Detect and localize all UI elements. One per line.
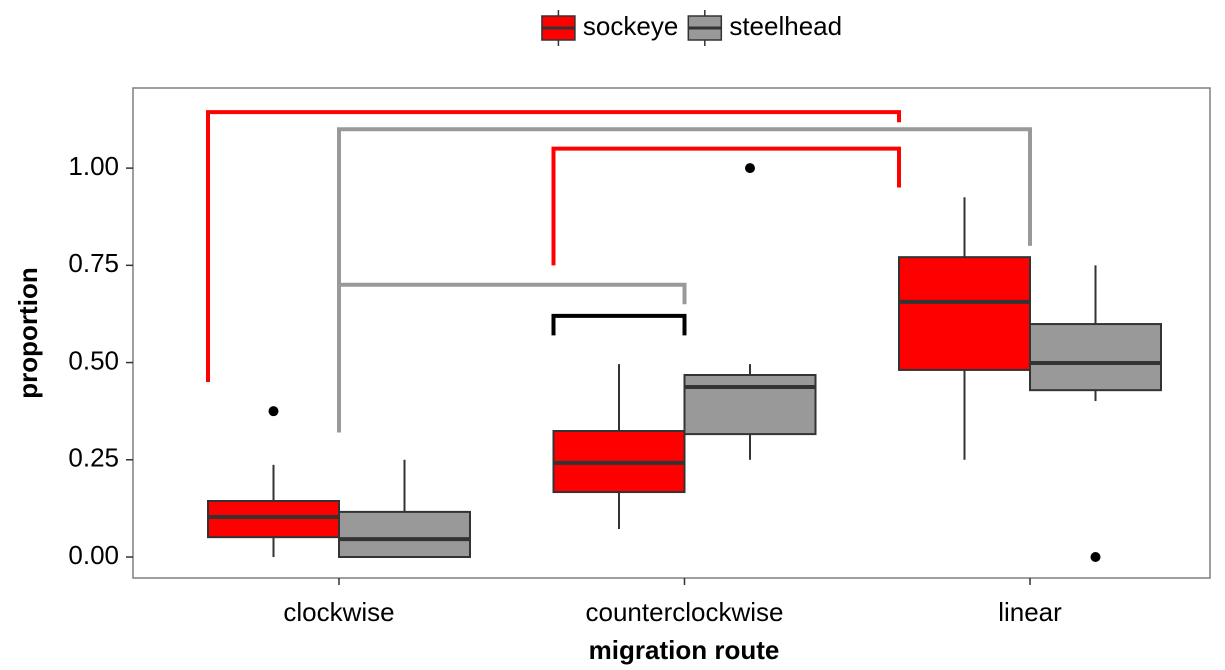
box (1029, 323, 1162, 392)
box (898, 256, 1031, 371)
y-tick-label: 0.25 (68, 443, 119, 473)
y-tick-label: 0.00 (68, 540, 119, 570)
outlier (268, 406, 279, 417)
y-axis-label: proportion (13, 267, 43, 398)
x-axis-label: migration route (589, 635, 780, 665)
x-tick-label: linear (998, 597, 1062, 627)
x-tick-label: counterclockwise (586, 597, 784, 627)
y-tick-label: 0.75 (68, 248, 119, 278)
y-tick-label: 1.00 (68, 151, 119, 181)
legend-key (541, 10, 576, 46)
significance-bracket (337, 265, 687, 305)
legend-item: sockeye (541, 10, 678, 46)
significance-bracket (551, 313, 687, 336)
box (338, 510, 471, 558)
panel-border (132, 87, 1211, 579)
box (207, 500, 340, 539)
significance-bracket (206, 110, 901, 382)
y-tick-label: 0.50 (68, 345, 119, 375)
legend-label: steelhead (729, 11, 842, 41)
box (683, 374, 817, 436)
legend-key (687, 10, 723, 46)
legend-label: sockeye (583, 11, 678, 41)
outlier (745, 163, 755, 174)
legend-item: steelhead (687, 10, 842, 46)
x-tick-label: clockwise (283, 597, 394, 627)
significance-bracket (551, 146, 901, 266)
outlier (1090, 552, 1101, 562)
